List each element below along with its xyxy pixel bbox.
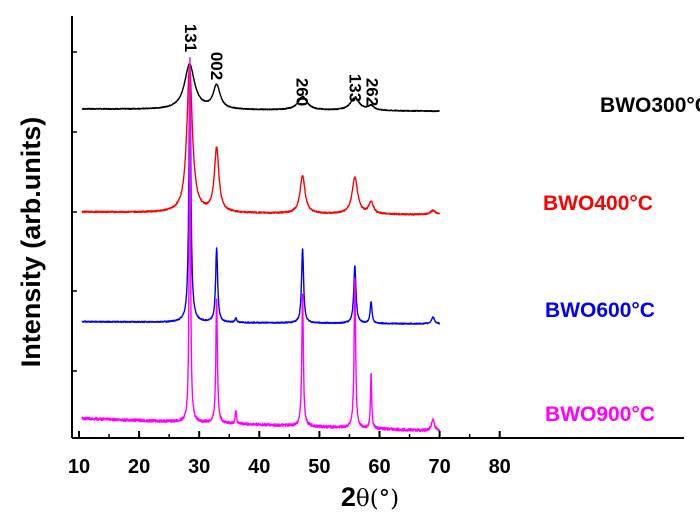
y-axis-title: Intensity (arb.units) xyxy=(16,117,46,368)
series-label: BWO900°C xyxy=(545,403,655,426)
peak-label-133: 133 xyxy=(345,74,364,102)
x-axis-title-main: 2 xyxy=(341,482,356,512)
series-line-bwo600c xyxy=(81,69,441,325)
x-axis-title: 2θ(°) xyxy=(341,482,399,512)
x-tick-label: 50 xyxy=(308,456,330,478)
series-labels: BWO300°C BWO400°C BWO600°C BWO900°C xyxy=(543,94,700,426)
plot-frame xyxy=(71,16,684,439)
series-label: BWO400°C xyxy=(543,192,653,215)
peak-label-260: 260 xyxy=(293,78,312,106)
y-ticks xyxy=(72,51,77,372)
peak-label-131: 131 xyxy=(181,24,200,52)
x-tick-label: 80 xyxy=(489,456,511,478)
x-tick-label: 40 xyxy=(248,456,270,478)
series-label: BWO600°C xyxy=(545,299,655,322)
series-line-bwo400c xyxy=(81,67,441,216)
x-axis-title-theta: θ(°) xyxy=(356,486,399,512)
series-label: BWO300°C xyxy=(600,94,700,117)
series-line-bwo900c xyxy=(81,57,441,433)
series-traces xyxy=(81,57,441,433)
x-tick-label: 10 xyxy=(68,456,90,478)
peak-label-002: 002 xyxy=(207,52,226,80)
peak-label-262: 262 xyxy=(362,78,381,106)
x-tick-label: 60 xyxy=(368,456,390,478)
series-line-bwo300c xyxy=(81,63,441,113)
x-ticks: 10 20 30 40 50 60 70 80 xyxy=(68,431,511,478)
x-tick-label: 70 xyxy=(428,456,450,478)
x-tick-label: 30 xyxy=(188,456,210,478)
x-tick-label: 20 xyxy=(128,456,150,478)
